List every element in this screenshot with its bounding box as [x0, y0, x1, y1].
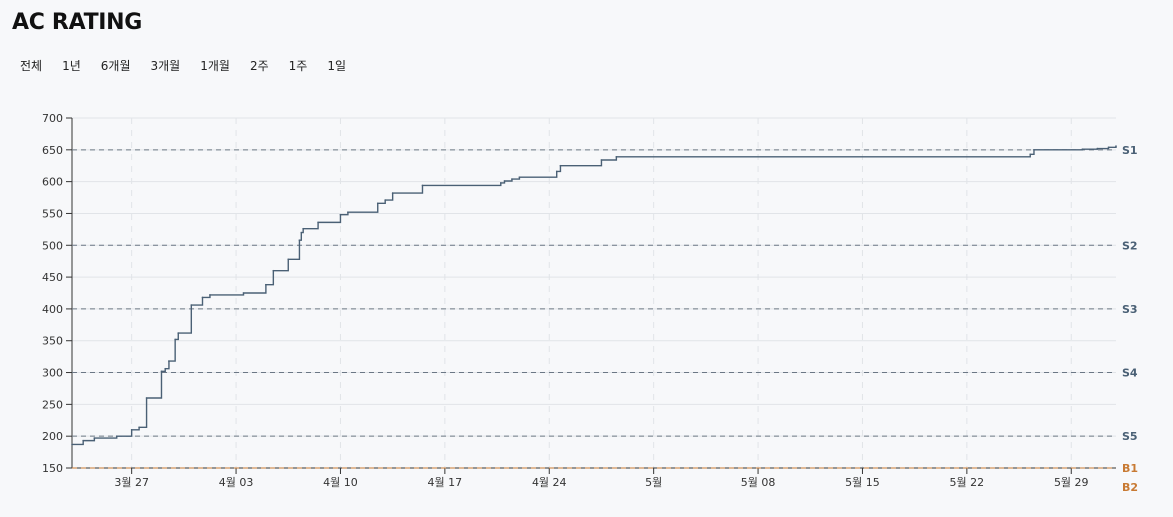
x-tick-label: 5월 08	[741, 476, 776, 489]
y-tick-label: 600	[42, 176, 63, 189]
rating-point	[174, 338, 176, 341]
rating-point	[559, 164, 562, 167]
rating-point	[71, 443, 73, 446]
chart-title: AC RATING	[12, 10, 143, 35]
rating-point	[511, 178, 513, 180]
rating-point	[164, 367, 167, 370]
rating-point	[339, 213, 342, 216]
rating-point	[600, 159, 603, 161]
rating-point	[145, 397, 148, 399]
rating-point	[209, 294, 211, 296]
x-tick-label: 4월 24	[532, 476, 567, 489]
range-button[interactable]: 3개월	[150, 59, 181, 73]
rating-point	[391, 192, 394, 194]
y-tick-label: 550	[42, 207, 63, 220]
range-button[interactable]: 6개월	[100, 59, 131, 73]
rating-point	[168, 360, 170, 362]
x-tick-label: 5월 22	[950, 476, 985, 489]
rating-point	[499, 182, 502, 184]
rating-point	[347, 211, 349, 213]
rating-point	[1029, 153, 1032, 156]
range-button[interactable]: 1년	[62, 59, 81, 73]
rating-point	[615, 156, 618, 158]
rating-point	[1033, 149, 1035, 151]
rating-point	[177, 332, 180, 334]
rating-point	[300, 231, 303, 234]
threshold-label: S3	[1122, 303, 1138, 316]
rating-point	[201, 296, 204, 299]
rating-point	[93, 437, 96, 439]
rating-point	[265, 283, 267, 286]
rating-point	[503, 180, 506, 182]
x-tick-label: 4월 17	[428, 476, 463, 489]
x-tick-label: 4월 10	[323, 476, 358, 489]
rating-point	[384, 199, 387, 201]
rating-point	[317, 221, 319, 224]
rating-point	[1115, 145, 1117, 147]
x-tick-label: 5월 29	[1054, 476, 1089, 489]
x-tick-label: 5월	[645, 476, 662, 489]
x-tick-label: 5월 15	[845, 476, 880, 489]
rating-point	[555, 170, 558, 173]
rating-point	[138, 426, 140, 429]
rating-point	[1096, 147, 1099, 150]
rating-point	[1107, 146, 1110, 149]
threshold-label: B1	[1122, 462, 1138, 475]
rating-point	[82, 439, 84, 442]
y-tick-label: 700	[42, 112, 63, 125]
range-selector: 전체 1년 6개월 3개월 1개월 2주 1주 1일	[10, 58, 356, 74]
range-button[interactable]: 2주	[249, 59, 269, 73]
threshold-label: S4	[1122, 367, 1138, 380]
rating-line	[72, 146, 1117, 446]
rating-point	[298, 239, 301, 241]
rating-point	[242, 292, 245, 294]
y-tick-label: 250	[42, 398, 63, 411]
rating-point	[115, 435, 118, 437]
rating-point	[518, 176, 521, 178]
rating-point	[287, 258, 290, 261]
y-tick-label: 650	[42, 144, 63, 157]
y-tick-label: 500	[42, 239, 63, 252]
range-button[interactable]: 1주	[288, 59, 308, 73]
rating-point	[1081, 148, 1084, 150]
threshold-label: S1	[1122, 144, 1138, 157]
x-tick-label: 3월 27	[114, 476, 149, 489]
y-tick-label: 400	[42, 303, 63, 316]
y-tick-label: 350	[42, 335, 63, 348]
y-tick-label: 150	[42, 462, 63, 475]
y-tick-label: 450	[42, 271, 63, 284]
y-tick-label: 300	[42, 367, 63, 380]
rating-point	[130, 429, 133, 431]
x-tick-label: 4월 03	[219, 476, 254, 489]
rating-point	[160, 370, 163, 373]
threshold-label: S5	[1122, 430, 1138, 443]
threshold-label: B2	[1122, 481, 1138, 494]
rating-point	[190, 304, 193, 306]
rating-point	[272, 269, 275, 272]
rating-point	[376, 202, 379, 205]
rating-point	[302, 227, 304, 230]
range-button[interactable]: 1개월	[200, 59, 230, 73]
range-button[interactable]: 전체	[20, 59, 43, 73]
threshold-label: S2	[1122, 239, 1138, 252]
rating-point	[421, 184, 424, 187]
range-button[interactable]: 1일	[327, 59, 346, 73]
y-tick-label: 200	[42, 430, 63, 443]
